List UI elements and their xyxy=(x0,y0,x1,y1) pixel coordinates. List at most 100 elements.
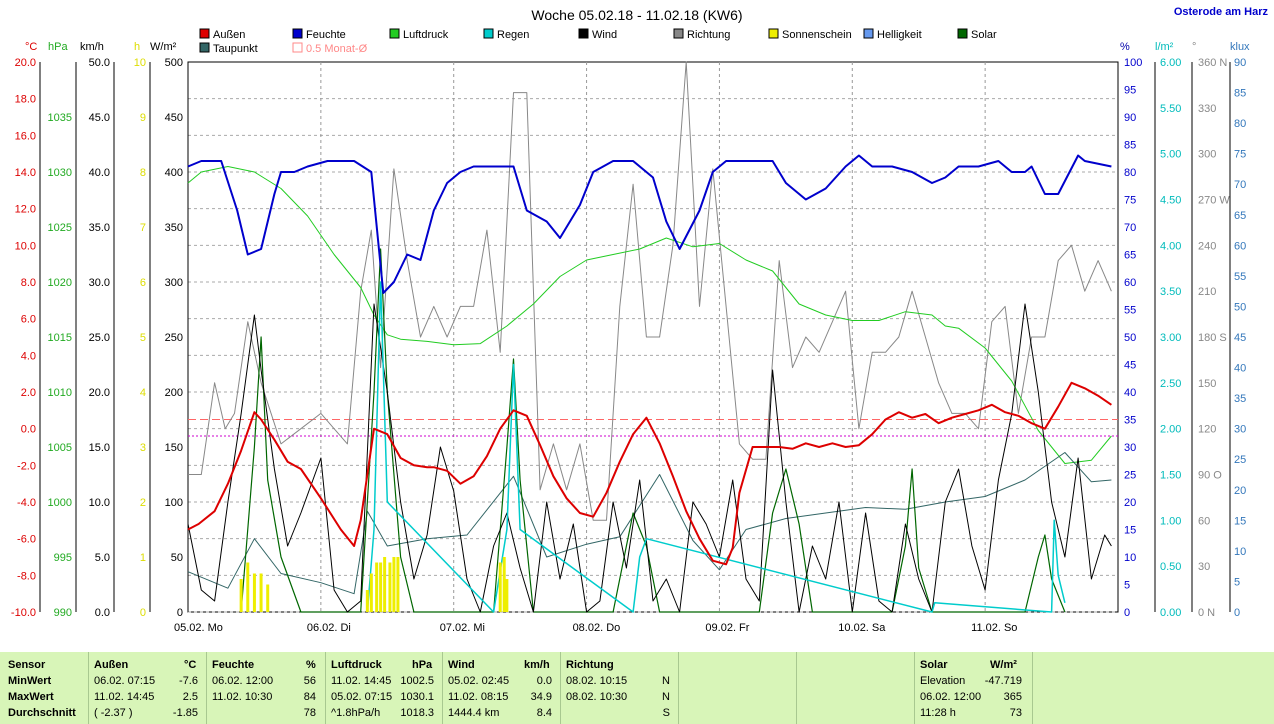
axis-ticks: 20.018.016.014.012.010.08.06.04.02.00.0-… xyxy=(11,57,1246,619)
tick-sun-10: 0 xyxy=(140,607,146,619)
tick-humidity-19: 5 xyxy=(1124,580,1130,592)
tick-brightness-6: 60 xyxy=(1234,240,1246,252)
legend-swatch-6 xyxy=(578,28,589,39)
tick-sun-0: 10 xyxy=(134,57,146,69)
wind-header: Wind xyxy=(448,659,475,671)
tick-humidity-13: 35 xyxy=(1124,415,1136,427)
unit-label-direction: ° xyxy=(1192,41,1196,53)
tick-temp-4: 12.0 xyxy=(15,204,36,216)
legend-label-2: Feuchte xyxy=(306,29,346,41)
tick-humidity-18: 10 xyxy=(1124,552,1136,564)
chart-legend: Außen Taupunkt Feuchte 0.5 Monat-Ø Luftdruck… xyxy=(199,28,997,55)
tick-wind-10: 0.0 xyxy=(95,607,110,619)
tick-pressure-6: 1005 xyxy=(48,442,72,454)
series-line-feuchte xyxy=(187,154,1112,294)
sun-bar-13 xyxy=(498,562,502,612)
summary-maxwert-aussen_v: 2.5 xyxy=(182,691,198,703)
tick-direction-12: 0 N xyxy=(1198,607,1215,619)
tick-temp-9: 2.0 xyxy=(21,387,36,399)
series-line-solar xyxy=(240,248,1066,613)
tick-temp-0: 20.0 xyxy=(15,57,36,69)
tick-humidity-6: 70 xyxy=(1124,222,1136,234)
tick-rain-4: 4.00 xyxy=(1160,240,1181,252)
legend-label-8: Sonnenschein xyxy=(782,29,852,41)
summary-maxwert-wind_t: 11.02. 08:15 xyxy=(448,691,509,703)
tick-brightness-11: 35 xyxy=(1234,393,1246,405)
tick-pressure-2: 1025 xyxy=(48,222,72,234)
tick-brightness-9: 45 xyxy=(1234,332,1246,344)
tick-rain-5: 3.50 xyxy=(1160,286,1181,298)
sun-bar-14 xyxy=(502,557,506,612)
tick-sun-2: 8 xyxy=(140,167,146,179)
tick-brightness-13: 25 xyxy=(1234,454,1246,466)
legend-label-1: Taupunkt xyxy=(213,43,258,55)
tick-direction-5: 210 xyxy=(1198,286,1216,298)
legend-label-9: Helligkeit xyxy=(877,29,922,41)
tick-brightness-17: 5 xyxy=(1234,576,1240,588)
tick-solar-4: 300 xyxy=(165,277,183,289)
tick-solar-6: 200 xyxy=(165,387,183,399)
tick-sun-3: 7 xyxy=(140,222,146,234)
legend-label-0: Außen xyxy=(213,29,245,41)
summary-durchschnitt-solar_t: 11:28 h xyxy=(920,707,956,719)
sun-bar-11 xyxy=(392,557,396,612)
tick-humidity-5: 75 xyxy=(1124,195,1136,207)
tick-rain-8: 2.00 xyxy=(1160,424,1181,436)
summary-durchschnitt-label: Durchschnitt xyxy=(8,707,76,719)
unit-label-pressure: hPa xyxy=(48,41,68,53)
tick-humidity-9: 55 xyxy=(1124,305,1136,317)
tick-temp-6: 8.0 xyxy=(21,277,36,289)
tick-direction-7: 150 xyxy=(1198,378,1216,390)
series-line-regen xyxy=(366,281,1066,613)
summary-minwert-wind_v: 0.0 xyxy=(536,675,552,687)
tick-humidity-12: 40 xyxy=(1124,387,1136,399)
tick-rain-6: 3.00 xyxy=(1160,332,1181,344)
summary-durchschnitt-aussen_v: -1.85 xyxy=(172,707,198,719)
summary-durchschnitt-feuchte_v: 78 xyxy=(303,707,316,719)
summary-minwert-aussen_v: -7.6 xyxy=(179,675,198,687)
tick-humidity-4: 80 xyxy=(1124,167,1136,179)
legend-label-4: Luftdruck xyxy=(403,29,449,41)
solar-header: Solar xyxy=(920,659,948,671)
tick-wind-7: 15.0 xyxy=(89,442,110,454)
chart-title: Woche 05.02.18 - 11.02.18 (KW6) xyxy=(531,7,742,23)
legend-swatch-8 xyxy=(768,28,779,39)
tick-temp-15: -10.0 xyxy=(11,607,36,619)
luftdruck-unit: hPa xyxy=(412,659,433,671)
summary-minwert-luftdruck_v: 1002.5 xyxy=(400,675,434,687)
summary-maxwert-feuchte_v: 84 xyxy=(303,691,316,703)
legend-swatch-0 xyxy=(199,28,210,39)
x-label-0: 05.02. Mo xyxy=(174,622,223,634)
tick-brightness-18: 0 xyxy=(1234,607,1240,619)
summary-minwert-solar_v: -47.719 xyxy=(984,675,1022,687)
tick-wind-6: 20.0 xyxy=(89,387,110,399)
tick-solar-0: 500 xyxy=(165,57,183,69)
sun-bar-12 xyxy=(396,557,400,612)
tick-brightness-4: 70 xyxy=(1234,179,1246,191)
tick-direction-4: 240 xyxy=(1198,240,1216,252)
tick-sun-1: 9 xyxy=(140,112,146,124)
tick-humidity-0: 100 xyxy=(1124,57,1142,69)
tick-wind-4: 30.0 xyxy=(89,277,110,289)
tick-temp-13: -6.0 xyxy=(17,534,36,546)
tick-brightness-16: 10 xyxy=(1234,546,1246,558)
tick-direction-3: 270 W xyxy=(1198,195,1230,207)
richtung-header: Richtung xyxy=(566,659,614,671)
tick-sun-6: 4 xyxy=(140,387,146,399)
legend-swatch-5 xyxy=(483,28,494,39)
summary-maxwert-luftdruck_t: 05.02. 07:15 xyxy=(331,691,393,703)
tick-sun-8: 2 xyxy=(140,497,146,509)
tick-direction-10: 60 xyxy=(1198,515,1210,527)
tick-brightness-10: 40 xyxy=(1234,363,1246,375)
legend-label-3: 0.5 Monat-Ø xyxy=(306,43,368,55)
tick-humidity-15: 25 xyxy=(1124,470,1136,482)
x-label-5: 10.02. Sa xyxy=(838,622,886,634)
sun-bar-1 xyxy=(246,562,250,612)
sun-bar-4 xyxy=(266,584,270,612)
tick-wind-0: 50.0 xyxy=(89,57,110,69)
legend-label-6: Wind xyxy=(592,29,617,41)
tick-solar-2: 400 xyxy=(165,167,183,179)
tick-wind-8: 10.0 xyxy=(89,497,110,509)
x-label-4: 09.02. Fr xyxy=(705,622,749,634)
aussen-unit: °C xyxy=(184,659,197,671)
